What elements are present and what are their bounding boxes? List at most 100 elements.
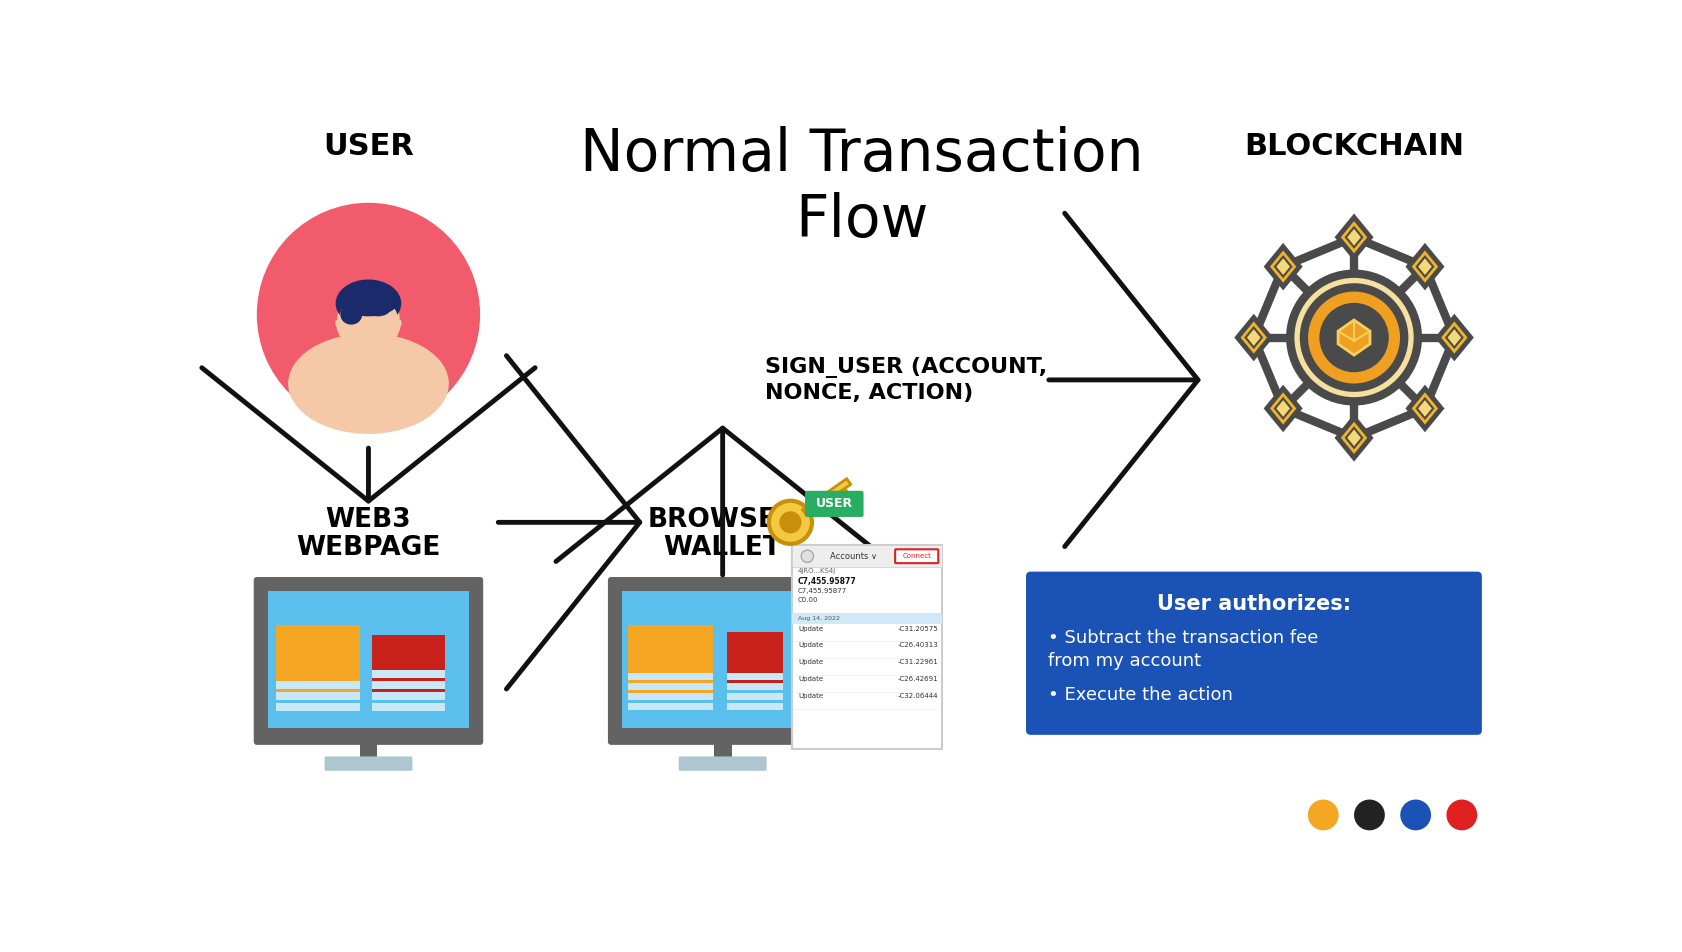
Bar xyxy=(276,682,360,689)
Text: Update: Update xyxy=(799,676,822,683)
Text: BLOCKCHAIN: BLOCKCHAIN xyxy=(1245,132,1463,161)
FancyBboxPatch shape xyxy=(806,491,863,517)
Bar xyxy=(360,742,377,758)
FancyBboxPatch shape xyxy=(1026,571,1482,735)
Text: • Execute the action: • Execute the action xyxy=(1048,686,1233,704)
Bar xyxy=(627,704,713,710)
Text: -C32.06444: -C32.06444 xyxy=(898,693,939,700)
FancyBboxPatch shape xyxy=(792,545,942,749)
Polygon shape xyxy=(1337,217,1371,257)
Bar xyxy=(627,683,713,690)
Text: SIGN_USER (ACCOUNT,
NONCE, ACTION): SIGN_USER (ACCOUNT, NONCE, ACTION) xyxy=(765,357,1048,403)
Circle shape xyxy=(1309,800,1339,830)
Polygon shape xyxy=(1416,257,1433,277)
Bar xyxy=(267,591,469,728)
Bar xyxy=(372,704,446,711)
Polygon shape xyxy=(1408,247,1441,287)
Ellipse shape xyxy=(336,280,402,327)
Polygon shape xyxy=(1337,418,1371,458)
Text: USER: USER xyxy=(816,497,853,510)
Polygon shape xyxy=(1246,327,1262,347)
Polygon shape xyxy=(1275,257,1292,277)
Text: C7,455.95877: C7,455.95877 xyxy=(799,577,856,585)
Polygon shape xyxy=(1346,427,1362,447)
FancyBboxPatch shape xyxy=(607,577,838,744)
Text: 4jRO...KS4j: 4jRO...KS4j xyxy=(799,568,836,574)
Bar xyxy=(713,742,732,758)
Bar xyxy=(627,625,713,697)
Text: Update: Update xyxy=(799,693,822,700)
Text: • Subtract the transaction fee
from my account: • Subtract the transaction fee from my a… xyxy=(1048,628,1319,670)
Text: -C26.40313: -C26.40313 xyxy=(898,643,939,648)
Bar xyxy=(276,692,360,700)
Polygon shape xyxy=(1447,327,1463,347)
Polygon shape xyxy=(831,495,843,508)
Circle shape xyxy=(1399,800,1431,830)
Polygon shape xyxy=(1275,399,1292,419)
Text: Accounts ∨: Accounts ∨ xyxy=(829,552,876,561)
Text: C7,455.95877: C7,455.95877 xyxy=(799,588,848,594)
Bar xyxy=(727,683,784,690)
Bar xyxy=(727,632,784,684)
Bar xyxy=(627,693,713,701)
Text: WEB3
WEBPAGE: WEB3 WEBPAGE xyxy=(296,506,441,561)
Ellipse shape xyxy=(336,283,400,316)
Text: -C31.20575: -C31.20575 xyxy=(898,625,939,631)
Text: USER: USER xyxy=(323,132,414,161)
Circle shape xyxy=(1447,800,1477,830)
Polygon shape xyxy=(802,479,851,515)
Ellipse shape xyxy=(288,333,449,434)
Ellipse shape xyxy=(335,320,341,327)
Ellipse shape xyxy=(338,294,399,353)
Ellipse shape xyxy=(340,305,362,325)
Text: -C31.22961: -C31.22961 xyxy=(898,660,939,665)
Bar xyxy=(276,704,360,711)
Text: -C26.42691: -C26.42691 xyxy=(898,676,939,683)
Bar xyxy=(372,682,446,689)
Text: Connect: Connect xyxy=(902,553,932,559)
Polygon shape xyxy=(1416,399,1433,419)
Circle shape xyxy=(780,512,801,532)
FancyBboxPatch shape xyxy=(680,757,767,771)
Text: Aug 14, 2022: Aug 14, 2022 xyxy=(799,616,839,621)
FancyBboxPatch shape xyxy=(895,549,939,564)
Bar xyxy=(372,692,446,700)
Text: Update: Update xyxy=(799,660,822,665)
Circle shape xyxy=(1322,306,1386,369)
Bar xyxy=(360,340,377,365)
Bar xyxy=(627,673,713,680)
Circle shape xyxy=(769,501,812,544)
Text: BROWSER
WALLET: BROWSER WALLET xyxy=(648,506,797,561)
Text: Update: Update xyxy=(799,625,822,631)
Circle shape xyxy=(1354,800,1384,830)
Bar xyxy=(792,545,942,567)
Polygon shape xyxy=(1438,318,1470,358)
Bar xyxy=(727,673,784,680)
Polygon shape xyxy=(1267,247,1300,287)
FancyBboxPatch shape xyxy=(254,577,483,744)
Polygon shape xyxy=(1238,318,1270,358)
Circle shape xyxy=(1304,288,1404,387)
Polygon shape xyxy=(839,488,849,500)
Bar xyxy=(622,591,824,728)
Bar xyxy=(792,613,942,624)
Circle shape xyxy=(1290,274,1418,402)
Text: Normal Transaction
Flow: Normal Transaction Flow xyxy=(580,126,1144,248)
Wedge shape xyxy=(336,320,402,353)
Circle shape xyxy=(257,203,479,426)
Polygon shape xyxy=(1267,388,1300,428)
Polygon shape xyxy=(1346,228,1362,248)
Circle shape xyxy=(801,550,814,563)
Text: Update: Update xyxy=(799,643,822,648)
FancyBboxPatch shape xyxy=(325,757,412,771)
Text: User authorizes:: User authorizes: xyxy=(1157,594,1351,614)
Text: C0.00: C0.00 xyxy=(799,598,819,604)
Ellipse shape xyxy=(365,302,390,316)
Bar xyxy=(372,635,446,692)
Polygon shape xyxy=(1339,320,1371,355)
Ellipse shape xyxy=(395,320,402,327)
Bar xyxy=(372,670,446,678)
Polygon shape xyxy=(1408,388,1441,428)
Bar xyxy=(276,625,360,697)
Ellipse shape xyxy=(336,283,400,357)
